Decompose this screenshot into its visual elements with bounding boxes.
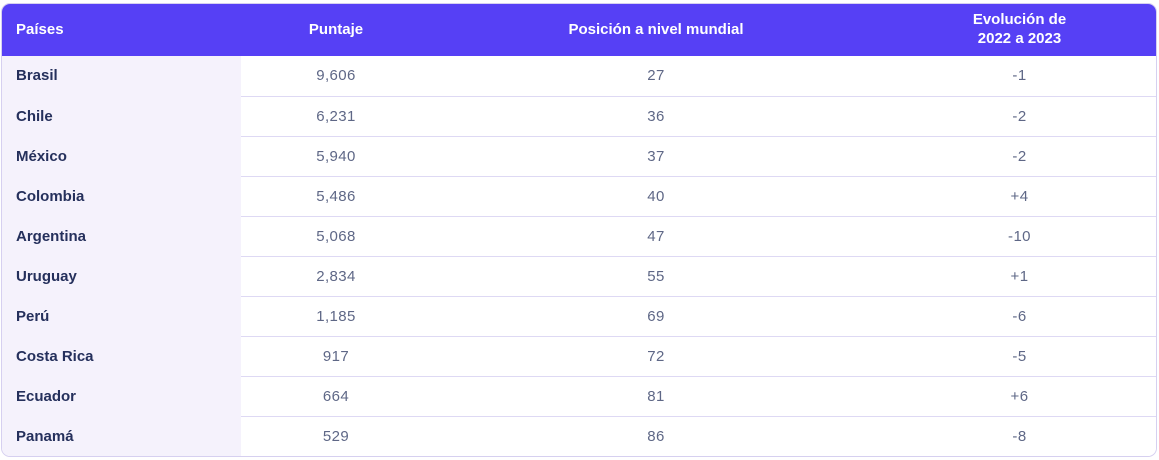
table-row: Colombia 5,486 40 +4 xyxy=(2,176,1156,217)
table-row: Brasil 9,606 27 -1 xyxy=(2,56,1156,97)
rank-cell: 81 xyxy=(431,376,881,417)
score-cell: 664 xyxy=(241,376,431,417)
score-cell: 9,606 xyxy=(241,56,431,97)
score-cell: 6,231 xyxy=(241,96,431,137)
score-cell: 529 xyxy=(241,416,431,456)
score-cell: 5,940 xyxy=(241,136,431,177)
table-body: Brasil 9,606 27 -1 Chile 6,231 36 -2 Méx… xyxy=(2,56,1156,456)
evolution-cell: -8 xyxy=(881,416,1156,456)
table-row: México 5,940 37 -2 xyxy=(2,136,1156,177)
table-row: Uruguay 2,834 55 +1 xyxy=(2,256,1156,297)
evolution-cell: -6 xyxy=(881,296,1156,337)
rank-cell: 47 xyxy=(431,216,881,257)
score-cell: 1,185 xyxy=(241,296,431,337)
country-cell: Chile xyxy=(2,96,241,137)
header-row: Países Puntaje Posición a nivel mundial … xyxy=(2,4,1156,56)
country-cell: Colombia xyxy=(2,176,241,217)
rank-cell: 37 xyxy=(431,136,881,177)
country-ranking-table: Países Puntaje Posición a nivel mundial … xyxy=(2,4,1156,456)
evolution-cell: -2 xyxy=(881,136,1156,177)
table-row: Chile 6,231 36 -2 xyxy=(2,96,1156,137)
rank-cell: 86 xyxy=(431,416,881,456)
rank-cell: 27 xyxy=(431,56,881,97)
evolution-cell: -2 xyxy=(881,96,1156,137)
country-cell: Argentina xyxy=(2,216,241,257)
column-header-puntaje: Puntaje xyxy=(241,4,431,56)
rank-cell: 72 xyxy=(431,336,881,377)
country-cell: Uruguay xyxy=(2,256,241,297)
table-row: Costa Rica 917 72 -5 xyxy=(2,336,1156,377)
score-cell: 917 xyxy=(241,336,431,377)
score-cell: 5,068 xyxy=(241,216,431,257)
score-cell: 2,834 xyxy=(241,256,431,297)
table-header: Países Puntaje Posición a nivel mundial … xyxy=(2,4,1156,56)
column-header-evolucion-label: Evolución de 2022 a 2023 xyxy=(972,11,1067,47)
table-row: Ecuador 664 81 +6 xyxy=(2,376,1156,417)
country-cell: Panamá xyxy=(2,416,241,456)
country-cell: Ecuador xyxy=(2,376,241,417)
table-row: Panamá 529 86 -8 xyxy=(2,416,1156,456)
column-header-evolucion: Evolución de 2022 a 2023 xyxy=(881,4,1156,56)
country-cell: Brasil xyxy=(2,56,241,97)
country-cell: Costa Rica xyxy=(2,336,241,377)
evolution-cell: -10 xyxy=(881,216,1156,257)
evolution-cell: +6 xyxy=(881,376,1156,417)
evolution-cell: +1 xyxy=(881,256,1156,297)
country-ranking-table-container: Países Puntaje Posición a nivel mundial … xyxy=(1,3,1157,457)
rank-cell: 36 xyxy=(431,96,881,137)
rank-cell: 40 xyxy=(431,176,881,217)
column-header-paises: Países xyxy=(2,4,241,56)
evolution-cell: +4 xyxy=(881,176,1156,217)
column-header-posicion-mundial: Posición a nivel mundial xyxy=(431,4,881,56)
score-cell: 5,486 xyxy=(241,176,431,217)
table-row: Argentina 5,068 47 -10 xyxy=(2,216,1156,257)
rank-cell: 55 xyxy=(431,256,881,297)
table-row: Perú 1,185 69 -6 xyxy=(2,296,1156,337)
country-cell: Perú xyxy=(2,296,241,337)
rank-cell: 69 xyxy=(431,296,881,337)
evolution-cell: -5 xyxy=(881,336,1156,377)
country-cell: México xyxy=(2,136,241,177)
evolution-cell: -1 xyxy=(881,56,1156,97)
